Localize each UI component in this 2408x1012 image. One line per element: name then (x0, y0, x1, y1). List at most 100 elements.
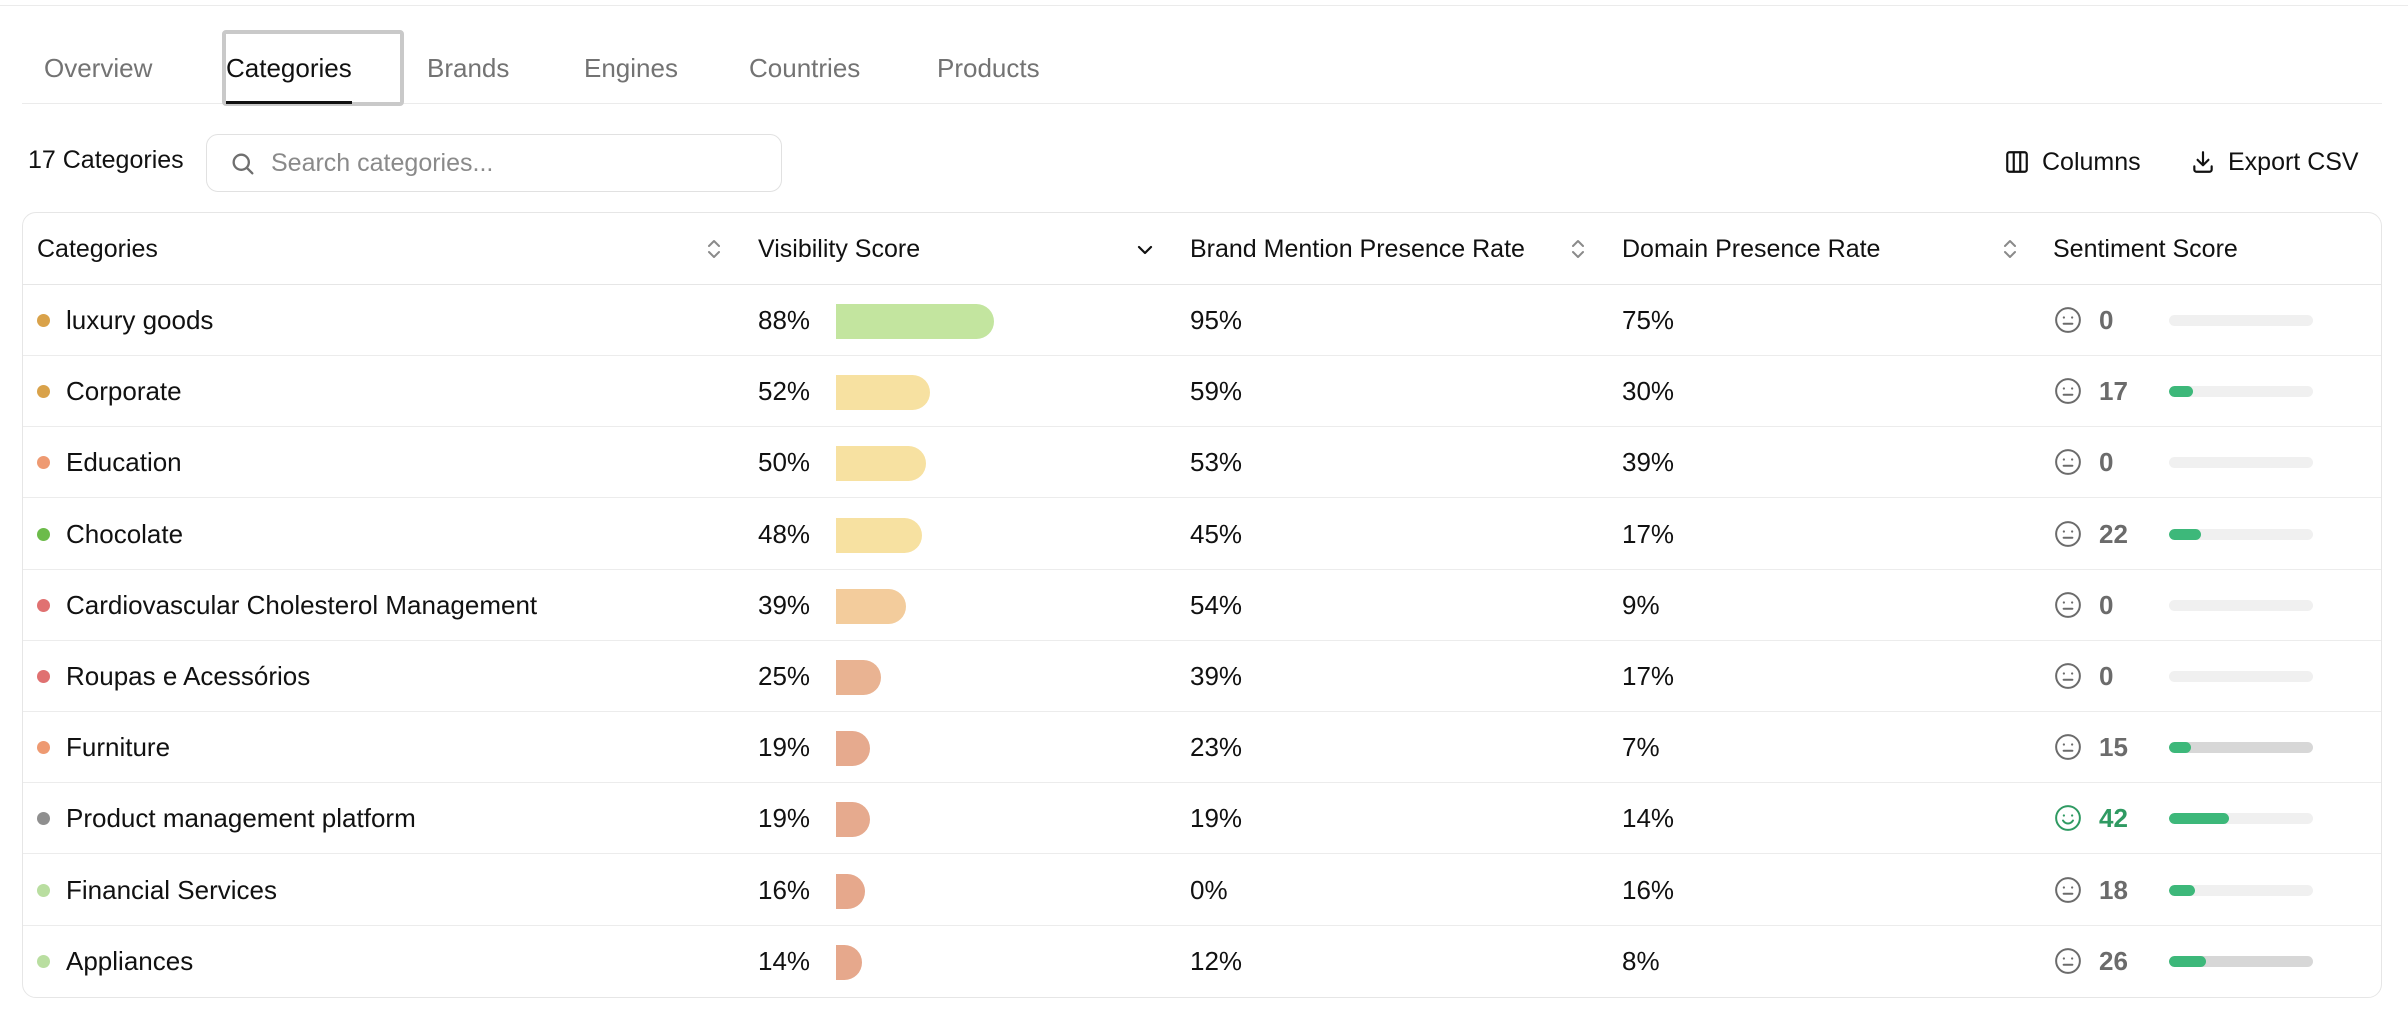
tab-bar: Overview Categories Brands Engines Count… (22, 28, 2382, 106)
category-color-dot (37, 528, 50, 541)
export-csv-button[interactable]: Export CSV (2190, 142, 2359, 182)
brand-mention-rate: 19% (1190, 803, 1243, 833)
brand-mention-rate: 23% (1190, 732, 1243, 762)
active-tab-underline (226, 101, 352, 104)
domain-presence-rate: 16% (1622, 875, 1675, 905)
columns-button[interactable]: Columns (2004, 142, 2141, 182)
neutral-face-icon (2055, 877, 2081, 903)
table-row[interactable]: Furniture 19% 23% 7% 15 (23, 712, 2381, 783)
column-label: Brand Mention Presence Rate (1190, 235, 1525, 263)
tab-label: Categories (226, 53, 352, 83)
visibility-bar (836, 589, 906, 624)
column-header-sentiment-score[interactable]: Sentiment Score (2053, 213, 2238, 285)
column-label: Domain Presence Rate (1622, 235, 1881, 263)
brand-mention-rate: 0% (1190, 875, 1228, 905)
table-row[interactable]: Corporate 52% 59% 30% 17 (23, 356, 2381, 427)
category-color-dot (37, 599, 50, 612)
table-row[interactable]: luxury goods 88% 95% 75% 0 (23, 285, 2381, 356)
sentiment-score: 0 (2099, 590, 2114, 620)
sort-icon[interactable] (703, 237, 725, 261)
sentiment-score: 0 (2099, 661, 2114, 691)
category-name[interactable]: Appliances (66, 946, 194, 976)
sentiment-bar (2169, 956, 2313, 967)
sentiment-score: 18 (2099, 875, 2128, 905)
category-color-dot (37, 385, 50, 398)
tab-label: Countries (749, 53, 861, 83)
top-divider (0, 5, 2408, 6)
sentiment-bar (2169, 386, 2313, 397)
sentiment-bar (2169, 813, 2313, 824)
table-row[interactable]: Cardiovascular Cholesterol Management 39%… (23, 570, 2381, 641)
tab-engines[interactable]: Engines (584, 32, 678, 104)
domain-presence-rate: 17% (1622, 661, 1675, 691)
table-row[interactable]: Financial Services 16% 0% 16% 18 (23, 855, 2381, 926)
category-name[interactable]: Corporate (66, 376, 182, 406)
domain-presence-rate: 9% (1622, 590, 1660, 620)
table-row[interactable]: Appliances 14% 12% 8% 26 (23, 926, 2381, 997)
neutral-face-icon (2055, 948, 2081, 974)
neutral-face-icon (2055, 307, 2081, 333)
category-name[interactable]: Cardiovascular Cholesterol Management (66, 590, 538, 620)
column-label: Sentiment Score (2053, 235, 2238, 263)
chevron-down-icon[interactable] (1134, 239, 1156, 261)
table-row[interactable]: Education 50% 53% 39% 0 (23, 427, 2381, 498)
category-color-dot (37, 670, 50, 683)
visibility-bar (836, 304, 994, 339)
tab-overview[interactable]: Overview (44, 32, 152, 104)
sentiment-bar (2169, 742, 2313, 753)
category-name[interactable]: Roupas e Acessórios (66, 661, 311, 691)
sentiment-score: 15 (2099, 732, 2128, 762)
table-row[interactable]: Roupas e Acessórios 25% 39% 17% 0 (23, 641, 2381, 712)
category-name[interactable]: Product management platform (66, 803, 416, 833)
tab-label: Products (937, 53, 1040, 83)
column-header-categories[interactable]: Categories (37, 213, 158, 285)
category-color-dot (37, 314, 50, 327)
sort-icon[interactable] (1567, 237, 1589, 261)
category-name[interactable]: luxury goods (66, 305, 214, 335)
visibility-bar (836, 945, 862, 980)
sentiment-score: 26 (2099, 946, 2128, 976)
domain-presence-rate: 39% (1622, 447, 1675, 477)
tab-products[interactable]: Products (937, 32, 1040, 104)
download-icon (2193, 151, 2213, 173)
table-row[interactable]: Product management platform 19% 19% 14% 42 (23, 783, 2381, 854)
domain-presence-rate: 8% (1622, 946, 1660, 976)
sentiment-score: 42 (2099, 803, 2128, 833)
sentiment-bar (2169, 671, 2313, 682)
tab-categories[interactable]: Categories (226, 32, 352, 104)
sentiment-bar (2169, 315, 2313, 326)
tab-brands[interactable]: Brands (427, 32, 509, 104)
sentiment-bar-fill (2169, 813, 2230, 824)
table-header: Categories Visibility Score Brand Mentio… (23, 213, 2381, 285)
visibility-score: 50% (758, 447, 811, 477)
neutral-face-icon (2055, 378, 2081, 404)
table-row[interactable]: Chocolate 48% 45% 17% 22 (23, 499, 2381, 570)
categories-table: Categories Visibility Score Brand Mentio… (22, 212, 2382, 998)
category-name[interactable]: Furniture (66, 732, 171, 762)
column-header-domain-presence[interactable]: Domain Presence Rate (1622, 213, 1880, 285)
category-name[interactable]: Chocolate (66, 519, 184, 549)
neutral-face-icon (2055, 449, 2081, 475)
search-input[interactable] (271, 145, 761, 181)
neutral-face-icon (2055, 663, 2081, 689)
visibility-bar (836, 660, 881, 695)
visibility-score: 48% (758, 519, 811, 549)
search-box[interactable] (206, 134, 782, 192)
column-header-visibility-score[interactable]: Visibility Score (758, 213, 920, 285)
visibility-score: 39% (758, 590, 811, 620)
columns-icon (2006, 151, 2028, 173)
visibility-score: 16% (758, 875, 811, 905)
tab-countries[interactable]: Countries (749, 32, 860, 104)
visibility-bar (836, 802, 870, 837)
visibility-bar (836, 874, 865, 909)
category-name[interactable]: Financial Services (66, 875, 277, 905)
search-icon (232, 153, 254, 175)
column-header-brand-mention[interactable]: Brand Mention Presence Rate (1190, 213, 1525, 285)
sentiment-score: 0 (2099, 447, 2114, 477)
category-name[interactable]: Education (66, 447, 182, 477)
visibility-bar (836, 518, 922, 553)
sort-icon[interactable] (1999, 237, 2021, 261)
visibility-score: 14% (758, 946, 811, 976)
column-label: Visibility Score (758, 235, 921, 263)
domain-presence-rate: 17% (1622, 519, 1675, 549)
